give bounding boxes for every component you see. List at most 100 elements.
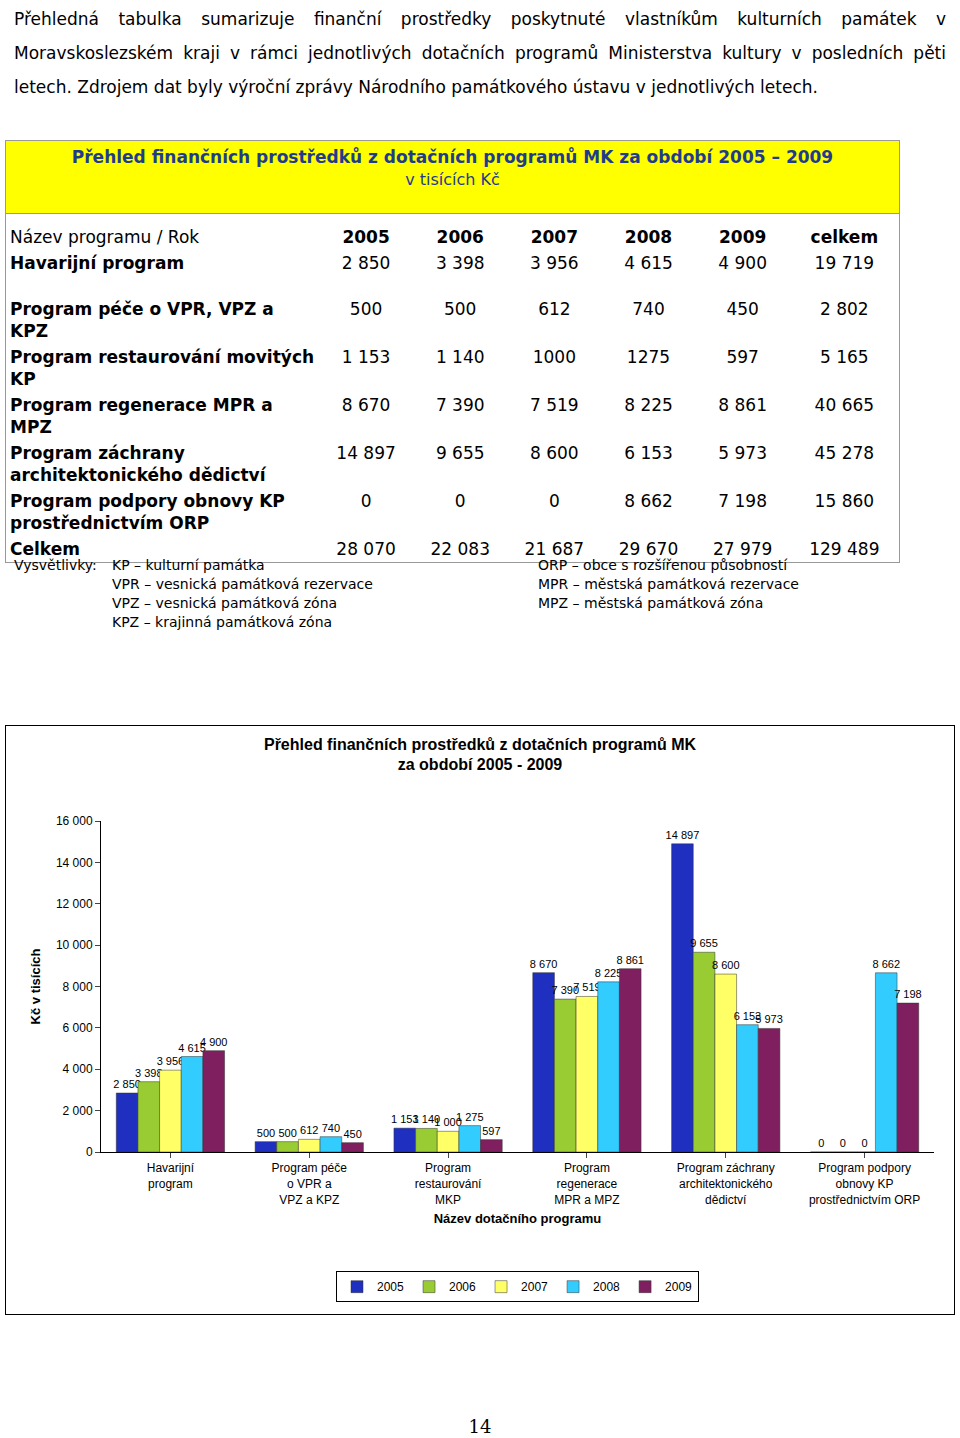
html-text:4 900: 4 900: [718, 253, 767, 273]
svg-text:2 850: 2 850: [113, 1078, 141, 1090]
svg-text:7 198: 7 198: [894, 988, 922, 1000]
html-text:8 861: 8 861: [718, 395, 767, 415]
html-text:5 973: 5 973: [718, 443, 767, 463]
html-text:8 662: 8 662: [624, 491, 673, 511]
svg-text:612: 612: [300, 1124, 318, 1136]
svg-text:1 153: 1 153: [391, 1113, 419, 1125]
svg-text:2006: 2006: [449, 1280, 476, 1294]
svg-text:14 000: 14 000: [56, 856, 93, 870]
svg-text:Program záchranyarchitektonick: Program záchranyarchitektonickéhodědictv…: [677, 1161, 775, 1206]
svg-text:3 398: 3 398: [135, 1067, 163, 1079]
html-text:Název programu / Rok: Název programu / Rok: [10, 227, 200, 247]
svg-text:8 861: 8 861: [616, 954, 644, 966]
html-text:9 655: 9 655: [435, 443, 485, 463]
svg-text:3 956: 3 956: [157, 1055, 185, 1067]
html-text:1 153: 1 153: [341, 347, 391, 367]
svg-text:0: 0: [840, 1137, 846, 1149]
html-text:7 390: 7 390: [435, 395, 485, 415]
html-text:8 670: 8 670: [341, 395, 391, 415]
svg-text:14 897: 14 897: [666, 829, 700, 841]
svg-text:450: 450: [343, 1128, 361, 1140]
html-text:3 398: 3 398: [435, 253, 485, 273]
svg-text:8 000: 8 000: [63, 980, 93, 994]
svg-text:2007: 2007: [521, 1280, 548, 1294]
svg-text:9 655: 9 655: [690, 937, 718, 949]
svg-text:10 000: 10 000: [56, 938, 93, 952]
svg-text:16 000: 16 000: [56, 814, 93, 828]
svg-text:740: 740: [322, 1122, 340, 1134]
svg-text:1 140: 1 140: [413, 1113, 441, 1125]
svg-text:Přehled finančních prostředků: Přehled finančních prostředků z dotačníc…: [264, 736, 697, 774]
html-text:597: 597: [726, 347, 759, 367]
svg-text:2005: 2005: [377, 1280, 404, 1294]
html-text:3 956: 3 956: [530, 253, 579, 273]
svg-text:Program péčeo VPR aVPZ a KPZ: Program péčeo VPR aVPZ a KPZ: [272, 1161, 348, 1206]
html-text:2007: 2007: [530, 227, 578, 247]
html-text:Program podpory obnovy KP pros: Program podpory obnovy KP prostřednictví…: [10, 491, 285, 533]
svg-text:6 153: 6 153: [734, 1010, 762, 1022]
svg-text:0: 0: [862, 1137, 868, 1149]
svg-text:2009: 2009: [665, 1280, 692, 1294]
svg-text:1 000: 1 000: [434, 1116, 462, 1128]
html-text:2009: 2009: [719, 227, 767, 247]
html-text:Přehled finančních prostředků: Přehled finančních prostředků z dotačníc…: [71, 147, 834, 167]
html-text:4 615: 4 615: [624, 253, 673, 273]
svg-text:Program podporyobnovy KPprostř: Program podporyobnovy KPprostřednictvím …: [809, 1161, 920, 1206]
html-text:450: 450: [726, 299, 759, 319]
html-text:740: 740: [632, 299, 665, 319]
html-text:500: 500: [444, 299, 477, 319]
svg-text:597: 597: [482, 1125, 500, 1137]
html-text:Program péče o VPR, VPZ a KPZ: Program péče o VPR, VPZ a KPZ: [10, 299, 274, 341]
html-text:2 802: 2 802: [820, 299, 869, 319]
svg-text:2 000: 2 000: [63, 1104, 93, 1118]
svg-text:Kč v tisících: Kč v tisících: [28, 949, 43, 1025]
svg-text:0: 0: [86, 1145, 93, 1159]
svg-text:0: 0: [818, 1137, 824, 1149]
svg-text:4 000: 4 000: [63, 1062, 93, 1076]
html-text:1275: 1275: [626, 347, 671, 367]
svg-text:8 225: 8 225: [595, 967, 623, 979]
svg-text:6 000: 6 000: [63, 1021, 93, 1035]
html-text:1000: 1000: [532, 347, 576, 367]
svg-text:4 615: 4 615: [178, 1042, 206, 1054]
svg-text:12 000: 12 000: [56, 897, 93, 911]
html-text:1 140: 1 140: [435, 347, 485, 367]
html-text:Přehledná tabulka sumarizuje f: Přehledná tabulka sumarizuje finanční pr…: [14, 9, 946, 97]
html-text:14: 14: [468, 1416, 492, 1437]
html-text:celkem: celkem: [810, 227, 879, 247]
svg-text:ProgramrestaurováníMKP: ProgramrestaurováníMKP: [415, 1161, 482, 1206]
svg-text:Název dotačního programu: Název dotačního programu: [434, 1211, 602, 1226]
html-text:8 225: 8 225: [624, 395, 673, 415]
html-text:Program restaurování movitých: Program restaurování movitých KP: [10, 347, 315, 389]
svg-text:2008: 2008: [593, 1280, 620, 1294]
svg-text:8 670: 8 670: [530, 958, 558, 970]
svg-text:5 973: 5 973: [755, 1013, 783, 1025]
svg-text:Havarijníprogram: Havarijníprogram: [147, 1161, 195, 1191]
html-text:Program záchrany architektonic: Program záchrany architektonického dědic…: [10, 443, 266, 485]
html-text:Program regenerace MPR a MPZ: Program regenerace MPR a MPZ: [10, 395, 273, 437]
html-text:14 897: 14 897: [336, 443, 396, 463]
html-text:6 153: 6 153: [624, 443, 673, 463]
svg-text:4 900: 4 900: [200, 1036, 228, 1048]
html-text:612: 612: [538, 299, 571, 319]
html-text:8 600: 8 600: [530, 443, 579, 463]
svg-text:1 275: 1 275: [456, 1111, 484, 1123]
html-text:Havarijní program: Havarijní program: [10, 253, 185, 273]
html-text:2005: 2005: [342, 227, 390, 247]
html-text:2006: 2006: [436, 227, 484, 247]
html-text:2008: 2008: [624, 227, 673, 247]
svg-text:7 519: 7 519: [573, 981, 601, 993]
html-text:500: 500: [349, 299, 383, 319]
svg-text:7 390: 7 390: [551, 984, 579, 996]
html-text:19 719: 19 719: [814, 253, 875, 273]
html-text:7 519: 7 519: [530, 395, 579, 415]
svg-text:ProgramregeneraceMPR a MPZ: ProgramregeneraceMPR a MPZ: [554, 1161, 619, 1206]
svg-text:500: 500: [278, 1127, 296, 1139]
html-text:40 665: 40 665: [814, 395, 875, 415]
svg-text:8 600: 8 600: [712, 959, 740, 971]
svg-text:500: 500: [257, 1127, 275, 1139]
svg-text:8 662: 8 662: [872, 958, 900, 970]
html-text:2 850: 2 850: [341, 253, 391, 273]
html-text:5 165: 5 165: [820, 347, 869, 367]
html-text:45 278: 45 278: [814, 443, 875, 463]
